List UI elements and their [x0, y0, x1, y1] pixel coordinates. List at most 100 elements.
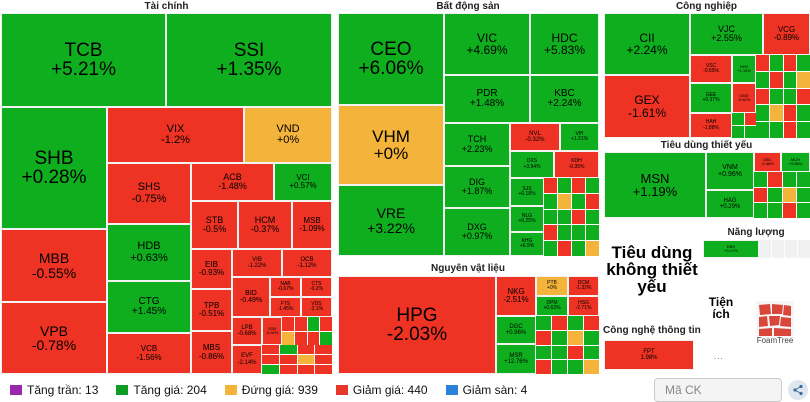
tile-msn[interactable]: MSN +1.19% — [604, 152, 706, 218]
tile-vnd[interactable]: VND +0% — [244, 107, 332, 163]
tile-hah[interactable]: HAH -1.88% — [690, 113, 732, 138]
tile-symbol: CEO — [370, 38, 412, 60]
section-tieu-dung-khong-thiet-yeu[interactable]: Tiêu dùng không thiết yếu — [606, 243, 698, 296]
tile-mch[interactable]: MCH +0.86% — [781, 152, 810, 172]
tile-dbs[interactable]: DBS +0.17% — [703, 240, 759, 258]
tile-bid[interactable]: BID -0.49% — [232, 277, 270, 317]
tile-hdc[interactable]: HDC +5.83% — [530, 13, 599, 75]
tile-lpb[interactable]: LPB -0.68% — [232, 317, 262, 345]
tile-nlg[interactable]: NLG +0.25% — [510, 206, 544, 232]
tile-khg[interactable]: KHG +6.9% — [510, 232, 544, 256]
tile-gmd[interactable]: GMD -0.62% — [732, 83, 756, 113]
tile-evf[interactable]: EVF -2.14% — [232, 345, 262, 374]
section-title: Nguyên vật liệu — [431, 263, 505, 274]
tile-ctg[interactable]: CTG +1.45% — [107, 281, 191, 333]
tile-symbol: VND — [276, 122, 300, 135]
tile-dpm[interactable]: DPM +0.63% — [536, 296, 568, 316]
tile-mbs[interactable]: MBS -0.86% — [191, 331, 232, 374]
corner-button[interactable] — [788, 380, 808, 400]
tile-dcm[interactable]: DCM -1.32% — [568, 276, 599, 296]
small-tiles-industrial — [756, 55, 810, 138]
tile-symbol: HDC — [551, 30, 578, 45]
tile-msr[interactable]: MSR +12.76% — [496, 344, 536, 374]
tile-change: +0.29% — [719, 204, 741, 210]
tile-dbc[interactable]: DBC -0.48% — [754, 152, 781, 172]
tile-kbc[interactable]: KBC +2.24% — [530, 75, 599, 123]
tile-stb[interactable]: STB -0.5% — [191, 201, 238, 249]
tile-hhv[interactable]: HHV +1.15% — [732, 55, 756, 83]
tile-vsc[interactable]: VSC -0.55% — [690, 55, 732, 83]
tile-change: -1.32% — [575, 285, 592, 291]
tile-vcb[interactable]: VCB -1.56% — [107, 333, 191, 374]
tile-symbol: SHS — [137, 181, 161, 194]
tile-change: +12.76% — [504, 359, 528, 365]
legend-item-tang-tran[interactable]: Tăng trần: 13 — [10, 383, 98, 397]
tile-tcb[interactable]: TCB +5.21% — [1, 13, 166, 107]
tile-acb[interactable]: ACB -1.48% — [191, 163, 274, 201]
tile-cts[interactable]: CTS -0.2% — [301, 277, 332, 297]
tile-symbol: MCH — [790, 156, 801, 162]
legend-item-giam-san[interactable]: Giảm sàn: 4 — [445, 383, 527, 397]
tile-vnm[interactable]: VNM +0.96% — [706, 152, 754, 190]
tile-hpg[interactable]: HPG -2.03% — [338, 276, 496, 374]
tile-change: +0.25% — [518, 218, 536, 224]
tile-nab[interactable]: NAB -0.67% — [270, 277, 301, 297]
tile-nvl[interactable]: NVL -0.32% — [510, 123, 560, 151]
tile-symbol: VHM — [372, 126, 410, 146]
tile-change: -0.86% — [198, 351, 225, 361]
tile-vci[interactable]: VCI +0.57% — [274, 163, 332, 201]
tile-dgc[interactable]: DGC +0.96% — [496, 316, 536, 344]
tile-symbol: TCH — [467, 134, 487, 145]
tile-hag[interactable]: HAG +0.29% — [706, 190, 754, 218]
legend-label: Tăng trần: 13 — [27, 383, 99, 397]
tile-vre[interactable]: VRE +3.22% — [338, 185, 444, 256]
tile-vix[interactable]: VIX -1.2% — [107, 107, 244, 163]
tile-vjc[interactable]: VJC +2.55% — [690, 13, 763, 55]
tile-shb[interactable]: SHB +0.28% — [1, 107, 107, 229]
tile-fpt[interactable]: FPT 1.98% — [604, 340, 694, 370]
tile-ocb[interactable]: OCB -1.12% — [282, 249, 332, 277]
tile-cii[interactable]: CII +2.24% — [604, 13, 690, 75]
tile-hdb[interactable]: HDB +0.63% — [107, 224, 191, 281]
tile-gex[interactable]: GEX -1.61% — [604, 75, 690, 138]
legend-item-tang-gia[interactable]: Tăng giá: 204 — [116, 383, 207, 397]
tile-change: -2.14% — [237, 359, 257, 366]
section-tien-ich[interactable]: Tiện ích — [708, 295, 734, 321]
stock-search-input[interactable] — [654, 378, 782, 402]
tile-mbb[interactable]: MBB -0.55% — [1, 229, 107, 302]
tile-ceo[interactable]: CEO +6.06% — [338, 13, 444, 105]
tile-ptb[interactable]: PTB +0% — [536, 276, 568, 296]
legend-item-giam-gia[interactable]: Giảm giá: 440 — [335, 383, 428, 397]
tile-symbol: VIB — [252, 256, 262, 263]
tile-msb[interactable]: MSB -1.09% — [292, 201, 332, 249]
tile-vpb[interactable]: VPB -0.78% — [1, 302, 107, 374]
tile-kdh[interactable]: KDH -0.35% — [554, 151, 599, 178]
tile-symbol: EVF — [241, 353, 253, 360]
tile-sjs[interactable]: SJS +0.18% — [510, 178, 544, 206]
tile-symbol: VSC — [705, 62, 717, 69]
tile-nkg[interactable]: NKG -2.51% — [496, 276, 536, 316]
tile-symbol: TPB — [203, 300, 220, 310]
tile-tpb[interactable]: TPB -0.51% — [191, 289, 232, 331]
tile-vib[interactable]: VIB -1.22% — [232, 249, 282, 277]
legend-item-dung-gia[interactable]: Đứng giá: 939 — [224, 383, 318, 397]
tile-eib[interactable]: EIB -0.93% — [191, 249, 232, 289]
tile-tch[interactable]: TCH +2.23% — [444, 123, 510, 166]
tile-dxg[interactable]: DXG +0.97% — [444, 208, 510, 256]
tile-dig[interactable]: DIG +1.87% — [444, 166, 510, 208]
tile-vhm[interactable]: VHM +0% — [338, 105, 444, 185]
tile-pdr[interactable]: PDR +1.48% — [444, 75, 530, 123]
tile-hsg[interactable]: HSG -2.71% — [568, 296, 599, 316]
tile-ssb[interactable]: SSB -0.92% — [262, 317, 282, 345]
tile-shs[interactable]: SHS -0.75% — [107, 163, 191, 224]
tile-fts[interactable]: FTS -1.45% — [270, 297, 301, 317]
tile-vpi[interactable]: VPI +1.21% — [560, 123, 599, 151]
tile-vds[interactable]: VDS -2.1% — [301, 297, 332, 317]
tile-vic[interactable]: VIC +4.69% — [444, 13, 530, 75]
tile-ssi[interactable]: SSI +1.35% — [166, 13, 332, 107]
tile-vcg[interactable]: VCG -0.89% — [763, 13, 810, 55]
tile-gee[interactable]: GEE +0.37% — [690, 83, 732, 113]
tile-hcm[interactable]: HCM -0.37% — [238, 201, 292, 249]
tile-dxs[interactable]: DXS +3.94% — [510, 151, 554, 178]
tile-symbol: HHV — [739, 63, 749, 69]
